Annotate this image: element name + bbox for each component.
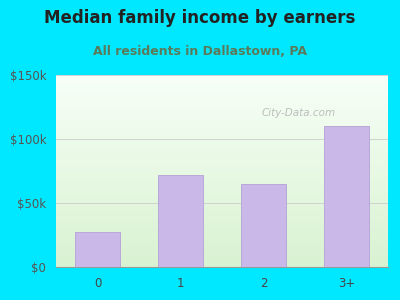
Text: Median family income by earners: Median family income by earners [44, 9, 356, 27]
Text: All residents in Dallastown, PA: All residents in Dallastown, PA [93, 45, 307, 58]
Bar [158, 175, 203, 267]
Text: City-Data.com: City-Data.com [261, 108, 336, 118]
Bar [75, 232, 120, 267]
Bar [241, 184, 286, 267]
Bar [324, 126, 369, 267]
